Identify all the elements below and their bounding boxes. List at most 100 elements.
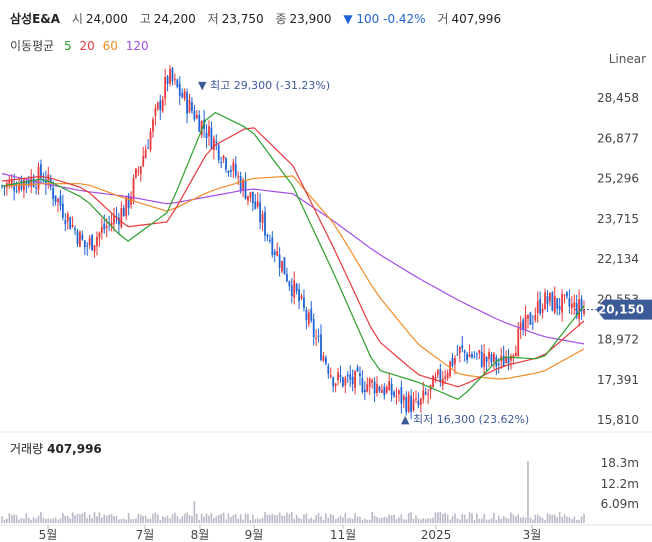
volume-bar xyxy=(385,517,388,523)
volume-bar xyxy=(308,519,310,523)
candle-body xyxy=(295,284,298,292)
candle-body xyxy=(166,76,169,85)
volume-bar xyxy=(49,519,52,523)
volume-bar xyxy=(30,519,33,523)
volume-bar xyxy=(553,514,556,523)
candle-body xyxy=(161,99,164,112)
candle-body xyxy=(186,92,188,114)
candle-body xyxy=(492,353,495,362)
candle-body xyxy=(524,315,527,330)
volume-bar xyxy=(558,512,561,523)
ma-legend[interactable]: 이동평균 5 20 60 120 xyxy=(10,37,153,54)
volume-bar xyxy=(361,519,364,523)
low-label: 저 xyxy=(207,12,219,26)
volume-bar xyxy=(485,519,488,523)
candle-body xyxy=(147,147,150,149)
volume-bar xyxy=(144,515,147,523)
volume-bar xyxy=(342,517,344,523)
volume-bar xyxy=(261,517,264,523)
candle-body xyxy=(125,196,128,217)
volume-bar xyxy=(444,512,446,523)
candle-body xyxy=(47,174,50,183)
candle-body xyxy=(210,127,213,149)
candle-body xyxy=(566,292,568,297)
volume-bar xyxy=(490,518,493,523)
candle-body xyxy=(40,164,42,179)
candle-body xyxy=(115,215,118,217)
volume-panel-label: 거래량 407,996 xyxy=(10,440,102,457)
volume-bar xyxy=(57,519,59,523)
candle-body xyxy=(563,294,566,296)
volume-bar xyxy=(254,519,257,523)
ma-20-label[interactable]: 20 xyxy=(79,39,95,53)
candle-body xyxy=(488,352,490,360)
candle-body xyxy=(259,202,262,223)
candle-body xyxy=(402,395,405,401)
volume-bar xyxy=(451,516,454,523)
volume-bar xyxy=(130,518,132,523)
volume-bar xyxy=(83,512,86,523)
candle-body xyxy=(79,231,81,247)
candle-body xyxy=(573,302,576,307)
volume-bar xyxy=(222,512,225,523)
volume-bar xyxy=(441,514,444,523)
volume-bar xyxy=(449,519,451,523)
volume-bar xyxy=(23,518,25,523)
volume-bar xyxy=(356,516,359,523)
volume-bar xyxy=(120,519,123,523)
volume-bar xyxy=(532,519,534,523)
x-tick-label: 5월 xyxy=(39,528,58,542)
candle-body xyxy=(354,371,356,388)
volume-bar xyxy=(1,516,3,523)
candle-body xyxy=(183,90,186,99)
candle-body xyxy=(395,395,398,397)
candle-body xyxy=(371,380,374,383)
y-tick-label: 28,458 xyxy=(597,91,639,105)
volume-bar xyxy=(113,516,115,523)
candle-body xyxy=(380,390,383,393)
ma-5-label[interactable]: 5 xyxy=(64,39,72,53)
volume-bar xyxy=(332,515,334,523)
ma-60-label[interactable]: 60 xyxy=(102,39,118,53)
candle-body xyxy=(361,378,364,393)
candle-body xyxy=(271,237,274,255)
change-value: ▼ 100 -0.42% xyxy=(343,12,426,26)
volume-bar xyxy=(373,515,376,523)
candle-body xyxy=(110,222,113,226)
volume-bar xyxy=(378,518,381,523)
volume-bar xyxy=(208,515,210,523)
x-tick-label: 7월 xyxy=(136,528,155,542)
candle-body xyxy=(130,197,132,205)
volume-bar xyxy=(203,516,205,523)
volume-bar xyxy=(249,519,252,523)
volume-bar xyxy=(536,514,539,523)
candle-body xyxy=(553,295,556,313)
volume-bar xyxy=(432,517,434,523)
candle-body xyxy=(61,203,64,218)
candle-body xyxy=(100,227,103,233)
candle-body xyxy=(96,237,98,247)
candle-body xyxy=(422,390,425,400)
candle-body xyxy=(83,240,86,248)
volume-bar xyxy=(283,515,286,523)
volume-bar xyxy=(64,515,67,523)
ma-120-label[interactable]: 120 xyxy=(125,39,149,53)
scale-mode-label[interactable]: Linear xyxy=(608,52,646,66)
candle-body xyxy=(497,363,500,365)
volume-bar xyxy=(147,518,149,523)
volume-bar xyxy=(495,519,498,523)
candle-body xyxy=(373,381,376,394)
volume-bar xyxy=(230,517,232,523)
candle-body xyxy=(490,354,493,363)
candle-body xyxy=(310,308,313,321)
candle-body xyxy=(266,234,269,237)
volume-bar xyxy=(541,517,544,523)
candle-body xyxy=(193,110,196,120)
volume-bar xyxy=(266,514,269,523)
volume-bar xyxy=(193,501,196,523)
volume-bar xyxy=(517,514,520,523)
volume-bar xyxy=(225,519,227,523)
candle-body xyxy=(57,198,59,203)
volume-bar xyxy=(483,513,485,523)
